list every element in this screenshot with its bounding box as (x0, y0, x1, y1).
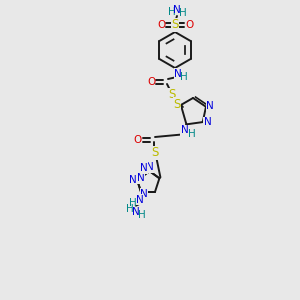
Text: N: N (146, 162, 154, 172)
Text: O: O (157, 20, 165, 30)
Text: H: H (188, 129, 195, 140)
Text: N: N (129, 175, 136, 185)
Text: O: O (185, 20, 193, 30)
Text: N: N (206, 101, 214, 111)
Text: O: O (147, 77, 155, 87)
Text: H: H (180, 72, 188, 82)
Text: N: N (140, 163, 148, 173)
Text: N: N (140, 189, 148, 199)
Text: H: H (168, 7, 176, 17)
Text: S: S (151, 146, 159, 160)
Text: N: N (136, 195, 144, 205)
Text: S: S (173, 98, 181, 110)
Text: N: N (137, 173, 145, 183)
Text: N: N (204, 117, 212, 127)
Text: S: S (171, 19, 179, 32)
Text: S: S (168, 88, 176, 101)
Text: H: H (129, 198, 137, 208)
Text: H: H (179, 8, 187, 18)
Text: O: O (134, 135, 142, 145)
Text: H: H (138, 210, 146, 220)
Text: N: N (132, 207, 140, 217)
Text: N: N (181, 125, 188, 135)
Text: N: N (173, 5, 181, 15)
Text: N: N (174, 69, 182, 79)
Text: H: H (126, 204, 134, 214)
